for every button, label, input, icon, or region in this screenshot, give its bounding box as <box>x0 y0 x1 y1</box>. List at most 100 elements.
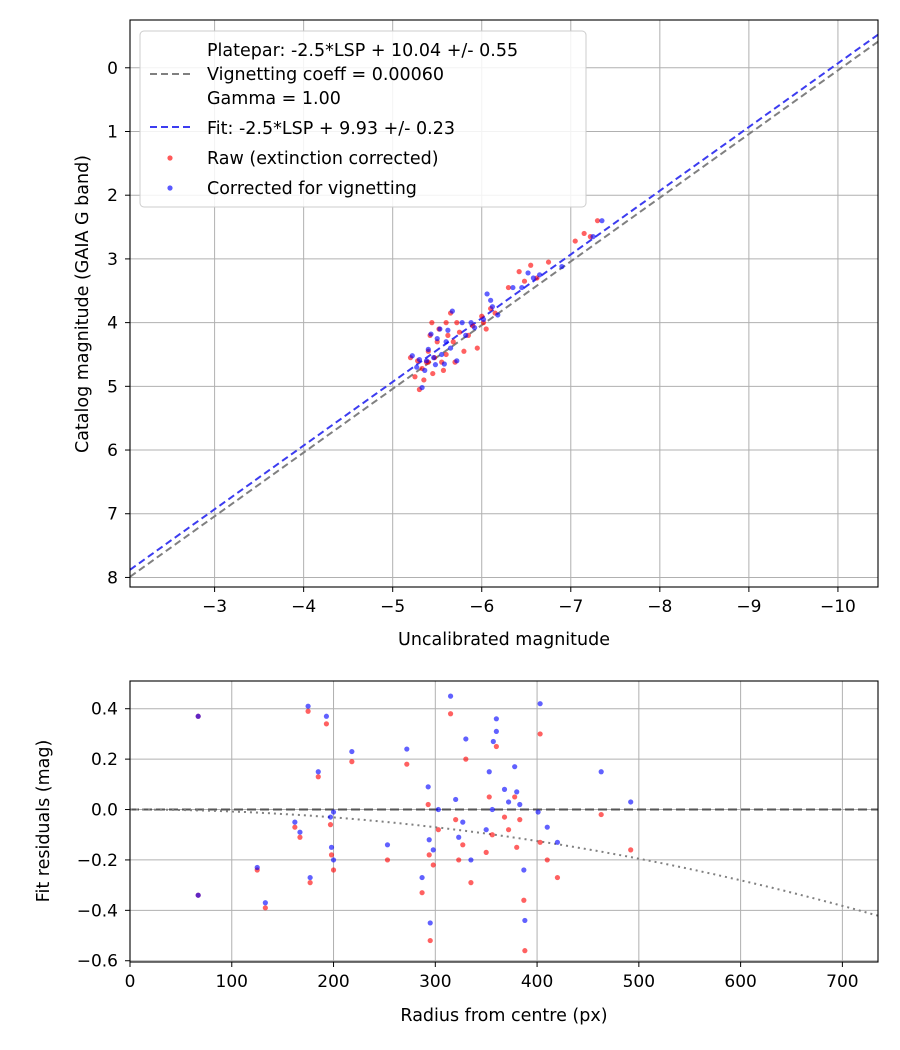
x-tick-label: 200 <box>317 972 349 992</box>
corrected-data-point <box>493 716 499 722</box>
corrected-data-point <box>195 892 201 898</box>
corrected-data-point <box>490 738 496 745</box>
raw-data-point <box>545 259 552 265</box>
corrected-data-point <box>445 327 451 333</box>
raw-data-point <box>315 774 321 780</box>
x-tick-label: −3 <box>202 597 227 617</box>
corrected-data-point <box>590 234 596 240</box>
raw-data-point <box>450 339 456 345</box>
x-tick-label: −4 <box>291 597 316 617</box>
raw-data-point <box>430 370 436 377</box>
raw-data-point <box>460 842 466 848</box>
corrected-data-point <box>330 857 337 863</box>
bottom-raw-points <box>195 708 634 954</box>
corrected-data-point <box>468 857 474 863</box>
raw-data-point <box>528 262 534 268</box>
corrected-data-point <box>434 335 440 342</box>
y-tick-label: −0.4 <box>77 901 118 921</box>
y-tick-label: 3 <box>107 250 118 270</box>
raw-data-point <box>412 374 418 380</box>
corrected-data-point <box>195 713 201 719</box>
raw-data-point <box>435 827 441 833</box>
raw-data-point <box>429 320 435 326</box>
y-tick-label: 0.4 <box>91 700 118 720</box>
raw-data-point <box>305 708 311 714</box>
bottom-x-axis-label: Radius from centre (px) <box>400 1006 607 1026</box>
top-plot-frame <box>129 19 879 588</box>
corrected-data-point <box>323 713 330 719</box>
corrected-data-point <box>435 806 441 813</box>
x-tick-label: 500 <box>623 972 655 992</box>
corrected-data-point <box>599 218 605 224</box>
legend-corrected-marker <box>167 185 173 191</box>
top-corrected-points <box>409 218 605 391</box>
y-tick-label: 0.2 <box>91 750 118 770</box>
raw-data-point <box>453 817 459 823</box>
corrected-data-point <box>598 769 604 775</box>
y-tick-label: 7 <box>107 505 118 525</box>
raw-data-point <box>456 857 462 863</box>
corrected-data-point <box>463 332 469 338</box>
corrected-data-point <box>495 312 501 318</box>
raw-data-point <box>517 817 523 823</box>
corrected-data-point <box>505 799 512 805</box>
corrected-data-point <box>559 263 565 270</box>
raw-data-point <box>327 822 334 828</box>
raw-data-point <box>537 839 543 845</box>
corrected-data-point <box>488 297 494 303</box>
raw-data-point <box>468 880 474 886</box>
raw-data-point <box>505 827 512 833</box>
raw-data-point <box>483 849 489 855</box>
corrected-data-point <box>480 316 487 323</box>
corrected-data-point <box>430 847 436 853</box>
corrected-data-point <box>554 839 561 845</box>
raw-data-point <box>516 269 522 275</box>
raw-data-point <box>297 834 303 840</box>
corrected-data-point <box>447 693 454 699</box>
corrected-data-point <box>472 325 478 331</box>
corrected-data-point <box>468 320 474 326</box>
corrected-data-point <box>427 920 433 926</box>
x-tick-label: −6 <box>469 597 494 617</box>
raw-data-point <box>262 905 268 911</box>
corrected-data-point <box>439 351 445 358</box>
raw-data-point <box>426 852 432 858</box>
corrected-data-point <box>447 345 454 351</box>
corrected-data-point <box>535 809 541 815</box>
raw-data-point <box>330 867 337 873</box>
corrected-data-point <box>431 355 437 361</box>
corrected-data-point <box>297 829 303 835</box>
y-tick-label: 1 <box>107 122 118 142</box>
corrected-data-point <box>525 270 531 276</box>
raw-data-point <box>554 874 561 881</box>
y-tick-label: 0.0 <box>91 801 118 821</box>
legend-gamma-text: Gamma = 1.00 <box>207 89 341 109</box>
raw-data-point <box>493 743 499 750</box>
raw-data-point <box>447 711 454 717</box>
raw-data-point <box>505 284 512 291</box>
raw-data-point <box>430 862 436 868</box>
raw-data-point <box>349 759 355 765</box>
legend-fit-text: Fit: -2.5*LSP + 9.93 +/- 0.23 <box>207 119 455 139</box>
legend-box <box>139 30 587 208</box>
legend-platepar-text: Platepar: -2.5*LSP + 10.04 +/- 0.55 <box>207 41 518 61</box>
corrected-data-point <box>514 789 520 795</box>
corrected-data-point <box>522 917 528 924</box>
corrected-data-point <box>460 819 466 825</box>
x-tick-label: −10 <box>820 597 856 617</box>
raw-data-point <box>454 320 460 326</box>
raw-data-point <box>384 857 391 863</box>
raw-data-point <box>425 801 431 808</box>
corrected-data-point <box>404 746 410 752</box>
raw-data-point <box>521 897 527 903</box>
corrected-data-point <box>292 819 298 825</box>
corrected-data-point <box>489 806 495 813</box>
raw-data-point <box>486 794 492 800</box>
raw-data-point <box>419 890 425 896</box>
x-tick-label: 0 <box>125 972 136 992</box>
raw-data-point <box>521 278 528 284</box>
corrected-data-point <box>454 358 460 364</box>
corrected-data-point <box>384 842 391 848</box>
legend-raw-text: Raw (extinction corrected) <box>207 149 439 169</box>
bottom-grid <box>129 681 878 962</box>
